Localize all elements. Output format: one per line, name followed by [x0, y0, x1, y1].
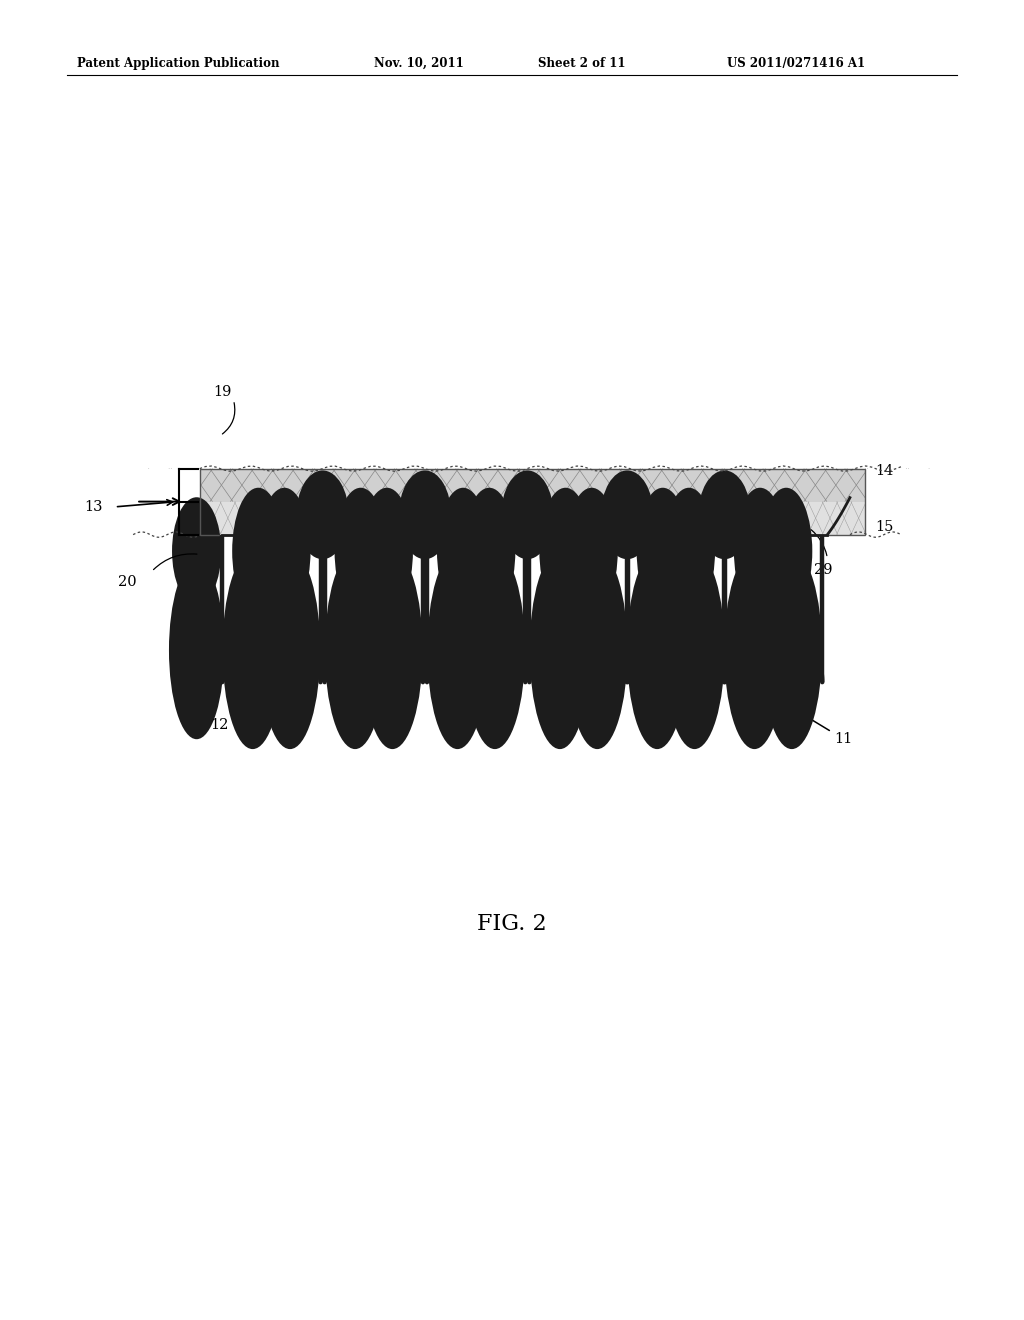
Text: Sheet 2 of 11: Sheet 2 of 11 [538, 57, 625, 70]
Text: US 2011/0271416 A1: US 2011/0271416 A1 [727, 57, 865, 70]
Ellipse shape [502, 470, 553, 560]
Ellipse shape [399, 470, 452, 560]
Bar [200, 469, 865, 535]
Ellipse shape [663, 488, 715, 615]
Ellipse shape [465, 552, 525, 750]
Text: Patent Application Publication: Patent Application Publication [77, 57, 280, 70]
Ellipse shape [734, 488, 786, 615]
Ellipse shape [627, 552, 687, 750]
Ellipse shape [437, 488, 489, 615]
Ellipse shape [637, 488, 689, 615]
Text: FIG. 2: FIG. 2 [477, 913, 547, 935]
Ellipse shape [540, 488, 592, 615]
Ellipse shape [362, 552, 423, 750]
Ellipse shape [762, 552, 822, 750]
Ellipse shape [427, 552, 487, 750]
Ellipse shape [297, 470, 348, 560]
Ellipse shape [760, 488, 812, 615]
Text: 11: 11 [711, 659, 853, 746]
Ellipse shape [724, 552, 784, 750]
Ellipse shape [222, 552, 283, 750]
Text: 15: 15 [876, 520, 894, 533]
Ellipse shape [172, 498, 221, 605]
Ellipse shape [335, 488, 387, 615]
Ellipse shape [565, 488, 617, 615]
Text: 19: 19 [213, 385, 231, 399]
Bar [0, 469, 200, 535]
Ellipse shape [698, 470, 751, 560]
Bar [865, 469, 1024, 535]
Text: 12: 12 [210, 673, 260, 731]
Ellipse shape [601, 470, 653, 560]
Ellipse shape [232, 488, 285, 615]
Bar [200, 469, 865, 502]
Ellipse shape [325, 552, 385, 750]
Text: 14: 14 [876, 465, 894, 478]
Ellipse shape [260, 552, 321, 750]
Ellipse shape [529, 552, 590, 750]
Bar [200, 502, 865, 535]
Text: 13: 13 [84, 500, 102, 513]
Ellipse shape [169, 561, 224, 739]
Ellipse shape [665, 552, 725, 750]
Ellipse shape [258, 488, 310, 615]
Ellipse shape [463, 488, 515, 615]
Text: Nov. 10, 2011: Nov. 10, 2011 [374, 57, 464, 70]
Ellipse shape [360, 488, 413, 615]
Ellipse shape [567, 552, 628, 750]
Text: 29: 29 [814, 564, 833, 577]
Text: 20: 20 [118, 576, 136, 589]
